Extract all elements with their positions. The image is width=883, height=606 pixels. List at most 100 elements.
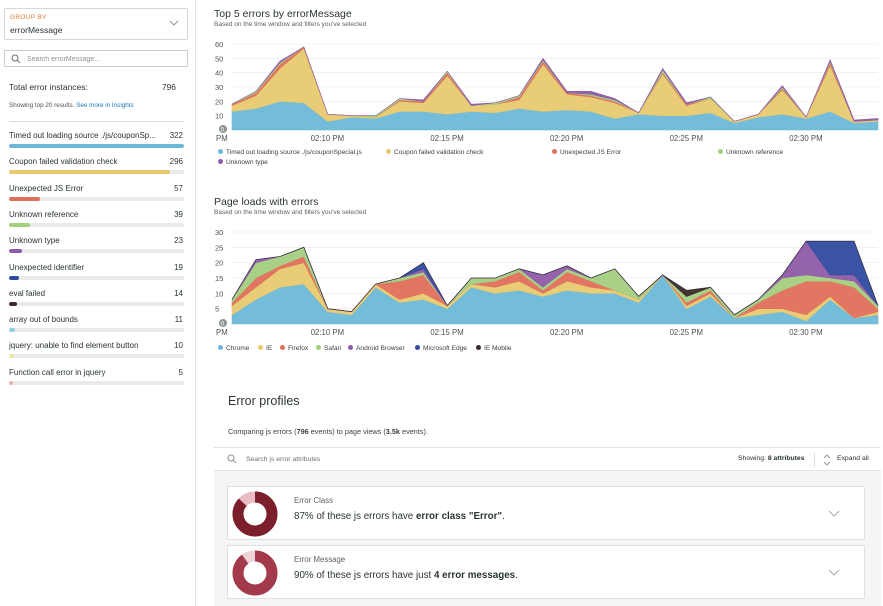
legend-label: Unexpected JS Error — [560, 149, 622, 156]
error-list-item[interactable]: Unexpected identifier 19 — [9, 263, 185, 283]
error-label: Unknown reference — [9, 209, 79, 219]
legend-label: Safari — [324, 345, 342, 352]
legend-item[interactable]: Timed out loading source ./js/couponSpec… — [218, 149, 362, 156]
legend-item[interactable]: Unknown type — [218, 159, 268, 166]
error-bar-track — [9, 196, 184, 201]
expand-icon[interactable] — [823, 453, 831, 467]
error-list-item[interactable]: Unknown reference 39 — [9, 210, 185, 230]
search-icon — [227, 454, 237, 464]
x-tick-label: 02:30 PM — [789, 328, 822, 337]
chart-top-errors-plot: 10 20 30 40 50 60 0PM 02:10 PM 02:15 PM 02:20 PM 0… — [215, 40, 879, 143]
error-count: 57 — [174, 183, 183, 193]
error-count: 39 — [174, 209, 183, 219]
legend-label: Chrome — [226, 345, 250, 352]
x-tick-label: 02:15 PM — [430, 328, 463, 337]
chart-top-errors: Top 5 errors by errorMessage Based on th… — [214, 8, 882, 166]
legend-swatch — [218, 149, 223, 154]
y-tick-label: 10 — [215, 289, 223, 298]
legend-swatch — [218, 345, 223, 350]
summary-text: 87% of these js errors have — [294, 511, 416, 522]
error-count: 296 — [169, 157, 183, 167]
legend-label: Firefox — [288, 345, 309, 352]
showing-value: 8 attributes — [767, 455, 805, 462]
search-input[interactable] — [27, 53, 182, 65]
profile-card[interactable]: Error Message 90% of these js errors have… — [227, 545, 865, 599]
legend-item[interactable]: Firefox — [280, 345, 308, 352]
error-list-item[interactable]: Function call error in jquery 5 — [9, 368, 185, 388]
error-profiles-subtitle: Comparing js errors (796 events) to page… — [228, 427, 428, 436]
divider — [814, 453, 815, 467]
error-bar-fill — [9, 380, 13, 385]
legend-item[interactable]: Chrome — [218, 345, 249, 352]
legend-label: Timed out loading source ./js/couponSpec… — [226, 149, 362, 156]
legend-swatch — [280, 345, 285, 350]
total-error-instances: Total error instances: 796 — [9, 82, 176, 92]
search-icon — [11, 54, 21, 64]
error-bar-fill — [9, 249, 22, 254]
error-label: jquery: unable to find element button — [9, 341, 139, 351]
chevron-down-icon[interactable] — [828, 567, 840, 577]
legend-item[interactable]: Safari — [316, 345, 341, 352]
legend-item[interactable]: IE Mobile — [476, 345, 512, 352]
legend-swatch — [348, 345, 353, 350]
x-tick-label: 02:25 PM — [670, 134, 703, 143]
error-bar-fill — [9, 196, 40, 201]
legend-item[interactable]: Android Browser — [348, 345, 405, 352]
error-list-item[interactable]: Coupon failed validation check 296 — [9, 157, 185, 177]
legend-label: IE — [266, 345, 273, 352]
x-tick-label: 02:20 PM — [550, 328, 583, 337]
y-tick-label: 20 — [215, 97, 223, 106]
showing-attributes[interactable]: Showing: 8 attributes — [738, 455, 805, 462]
y-tick-label: 20 — [215, 259, 223, 268]
legend-label: Unknown reference — [726, 149, 784, 156]
legend-item[interactable]: IE — [258, 345, 272, 352]
legend-item[interactable]: Coupon failed validation check — [386, 149, 483, 156]
y-tick-label: 0 — [221, 128, 225, 134]
error-count: 11 — [174, 315, 183, 325]
error-label: array out of bounds — [9, 315, 78, 325]
x-tick-label: PM — [216, 328, 228, 337]
attribute-search-input[interactable] — [246, 453, 546, 465]
expand-all-button[interactable]: Expand all — [837, 455, 869, 462]
group-by-select[interactable]: GROUP BY errorMessage — [4, 8, 188, 40]
error-bar-track — [9, 222, 184, 227]
donut-main — [232, 491, 278, 537]
error-list-item[interactable]: jquery: unable to find element button 10 — [9, 341, 185, 361]
legend-item[interactable]: Unexpected JS Error — [552, 149, 621, 156]
see-more-insights-link[interactable]: See more in Insights — [76, 102, 134, 109]
legend-label: Android Browser — [356, 345, 405, 352]
profile-summary: 90% of these js errors have just 4 error… — [294, 570, 518, 581]
y-tick-label: 10 — [215, 112, 223, 121]
error-bar-track — [9, 328, 184, 333]
error-bar-track — [9, 354, 184, 359]
error-list-item[interactable]: Timed out loading source ./js/couponSp..… — [9, 131, 185, 151]
error-bar-fill — [9, 144, 184, 148]
error-label: Unexpected identifier — [9, 262, 85, 272]
legend-item[interactable]: Unknown reference — [718, 149, 783, 156]
error-bar-track — [9, 249, 184, 254]
legend-swatch — [476, 345, 481, 350]
area-series-4[interactable] — [231, 46, 879, 122]
x-tick-label: 02:25 PM — [670, 328, 703, 337]
error-bar-fill — [9, 301, 17, 306]
error-list-item[interactable]: Unexpected JS Error 57 — [9, 184, 185, 204]
error-bar-track — [9, 170, 184, 175]
legend-swatch — [316, 345, 321, 350]
profile-heading: Error Message — [294, 555, 346, 564]
summary-highlight: 4 error messages — [433, 570, 516, 581]
error-bar-fill — [9, 275, 20, 280]
legend-item[interactable]: Microsoft Edge — [415, 345, 467, 352]
error-list-item[interactable]: Unknown type 23 — [9, 236, 185, 256]
chart-subtitle: Based on the time window and filters you… — [214, 21, 367, 28]
chevron-down-icon[interactable] — [828, 508, 840, 518]
profile-card[interactable]: Error Class 87% of these js errors have e… — [227, 486, 865, 540]
zero-marker — [219, 125, 227, 133]
summary-text: . — [502, 511, 505, 522]
total-label: Total error instances: — [9, 82, 88, 92]
error-list-item[interactable]: eval failed 14 — [9, 289, 185, 309]
y-tick-label: 30 — [215, 228, 223, 237]
subtitle-mid: events) to page views ( — [308, 427, 386, 436]
legend-label: IE Mobile — [484, 345, 512, 352]
error-list-item[interactable]: array out of bounds 11 — [9, 315, 185, 335]
y-tick-label: 60 — [215, 40, 223, 49]
